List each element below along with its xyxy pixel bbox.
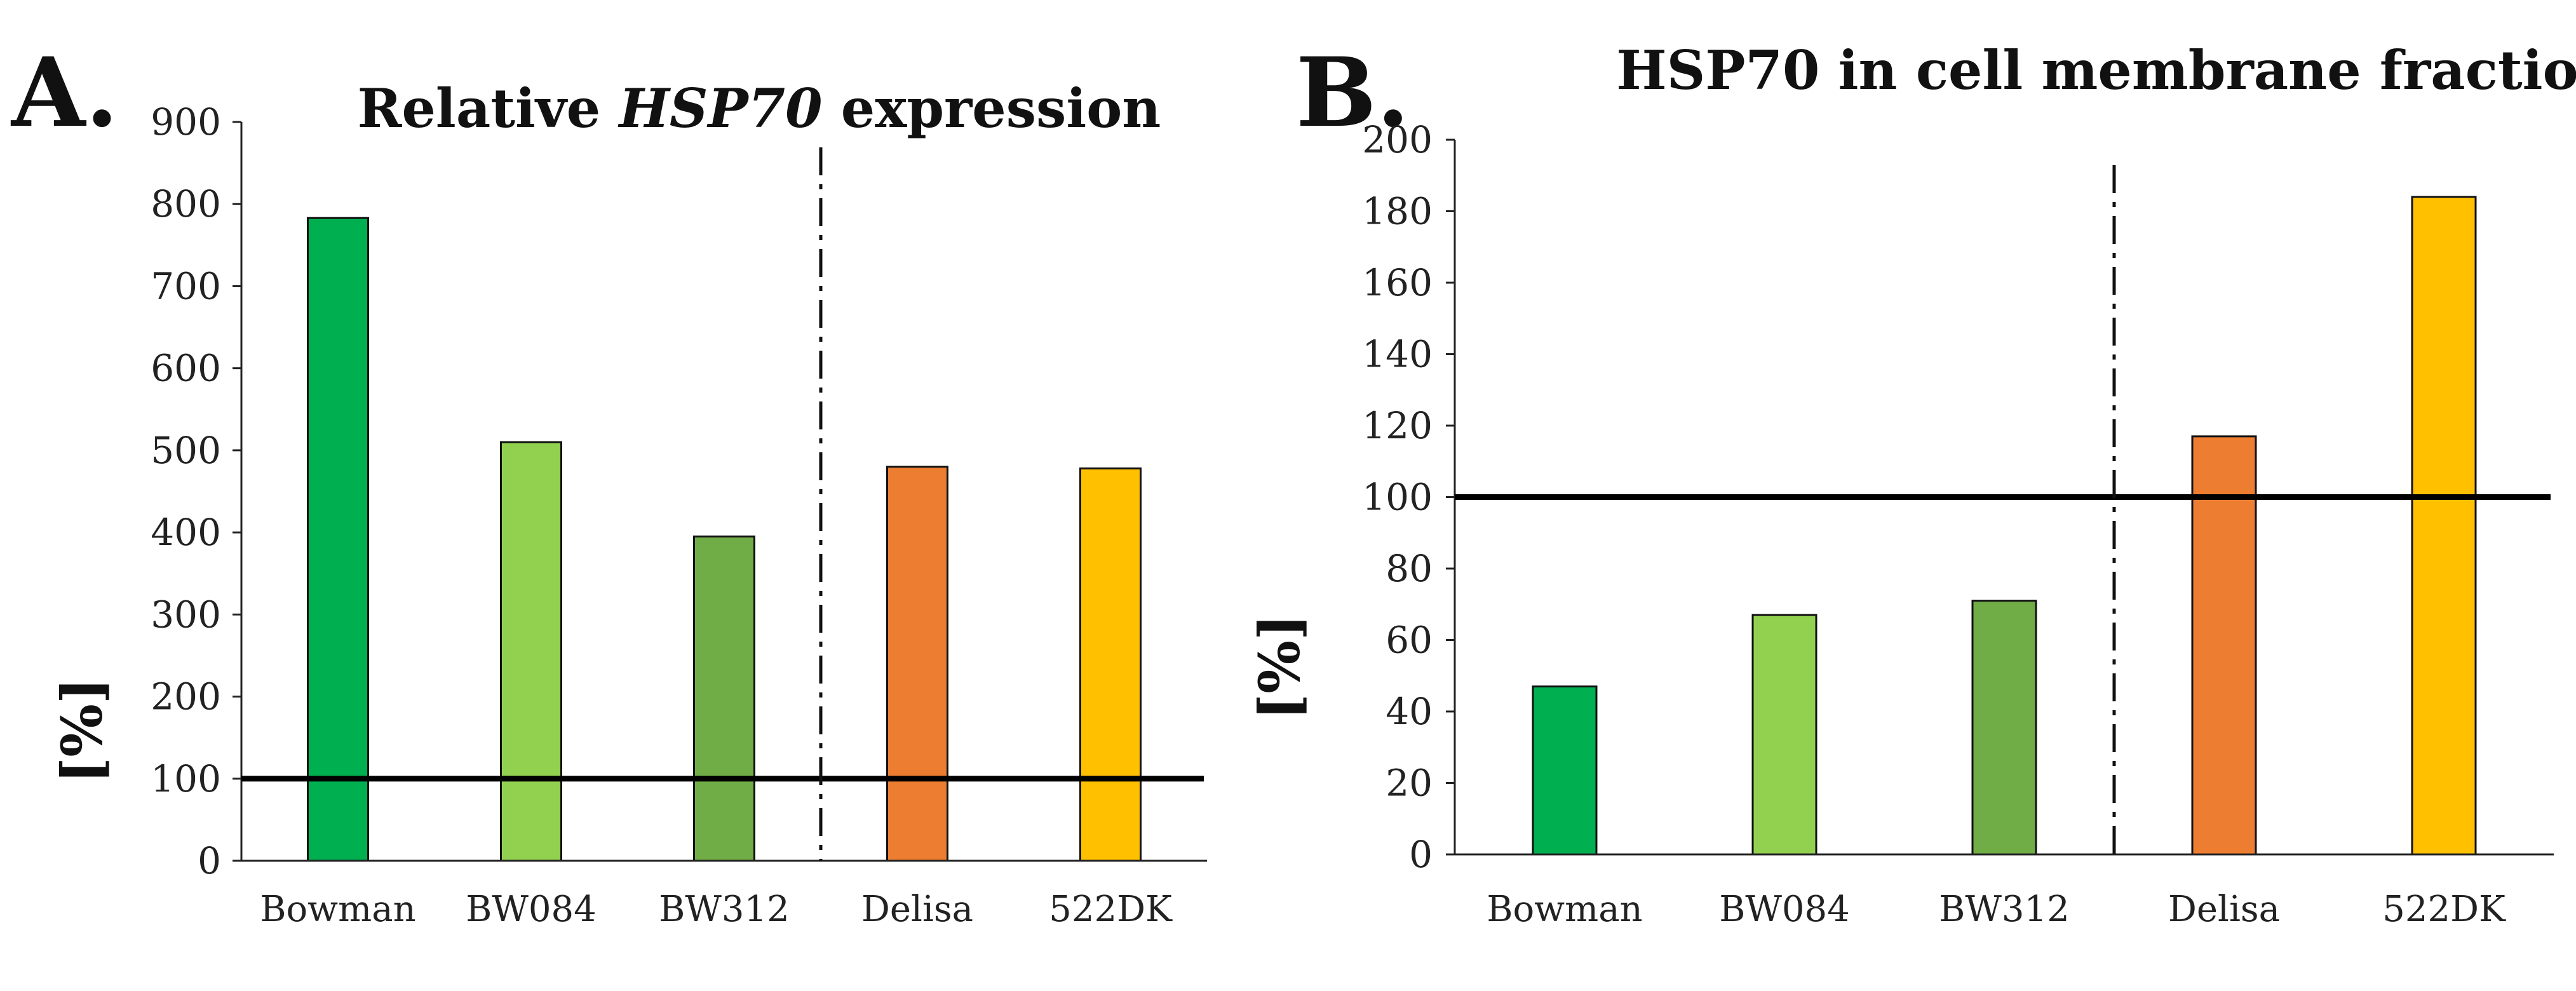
panel-b-category-label: Bowman: [1487, 889, 1642, 930]
panel-a-title: Relative HSP70 expression: [358, 77, 1161, 140]
panel-a-bar-bowman: [307, 217, 369, 862]
panel-a-category-label: 522DK: [1049, 889, 1173, 930]
panel-a: A. Relative HSP70 expression [%] 0 100 200…: [10, 37, 1207, 930]
panel-a-ytick-label: 200: [151, 675, 221, 718]
panel-a-category-label: Bowman: [260, 889, 415, 930]
panel-b-ytick-label: 60: [1386, 619, 1433, 662]
panel-a-ytick-label: 100: [151, 757, 221, 800]
panel-b-ytick-label: 80: [1386, 547, 1433, 590]
panel-b-label: B.: [1296, 37, 1410, 149]
panel-b-title: HSP70 in cell membrane fraction: [1616, 39, 2576, 102]
panel-b-ytick-label: 100: [1362, 476, 1433, 519]
panel-a-title-gene: HSP70: [617, 77, 822, 140]
panel-b-bar-delisa: [2191, 435, 2257, 856]
panel-a-ytick-label: 400: [151, 511, 221, 554]
panel-b-category-label: BW084: [1719, 889, 1850, 930]
panel-a-ytick-label: 0: [198, 839, 221, 882]
panel-a-ytick-label: 300: [151, 593, 221, 636]
panel-a-bar-522dk: [1079, 467, 1142, 862]
panel-a-ylabel: [%]: [49, 678, 115, 784]
panel-b: B. HSP70 in cell membrane fraction [%] 0…: [1246, 37, 2576, 930]
panel-a-title-suffix: expression: [823, 77, 1161, 140]
panel-b-category-label: BW312: [1939, 889, 2070, 930]
panel-a-ytick-label: 900: [151, 100, 221, 144]
panel-b-ytick-label: 120: [1362, 404, 1433, 447]
panel-b-category-label: Delisa: [2168, 889, 2280, 930]
panel-b-ytick-label: 40: [1386, 690, 1433, 733]
panel-b-bar-522dk: [2411, 196, 2477, 856]
panel-a-ytick-label: 700: [151, 264, 221, 307]
panel-b-ytick-label: 200: [1362, 118, 1433, 161]
panel-b-bar-bw312: [1971, 600, 2037, 856]
panel-a-label: A.: [10, 37, 119, 149]
panel-b-plot: 0 20 40 60 80 100 120 140 160 180 200 Bowman BW084 BW…: [1362, 118, 2554, 930]
panel-a-category-label: BW084: [466, 889, 597, 930]
panel-a-ytick-label: 800: [151, 182, 221, 226]
panel-a-plot: 0 100 200 300 400 500 600 700 800 900 Bowman BW084 B…: [151, 100, 1207, 930]
panel-a-category-label: Delisa: [861, 889, 973, 930]
panel-b-ytick-label: 140: [1362, 333, 1433, 376]
panel-a-ytick-label: 600: [151, 347, 221, 390]
panel-a-category-label: BW312: [659, 889, 790, 930]
panel-b-ytick-label: 0: [1409, 833, 1433, 876]
panel-b-title-text: HSP70 in cell membrane fraction: [1616, 39, 2576, 102]
panel-a-ytick-label: 500: [151, 429, 221, 472]
panel-b-ylabel: [%]: [1246, 614, 1312, 720]
panel-a-bar-bw312: [693, 536, 755, 862]
panel-b-ytick-label: 20: [1386, 762, 1433, 805]
panel-a-title-prefix: Relative: [358, 77, 619, 140]
panel-b-bar-bw084: [1751, 614, 1817, 856]
panel-b-bar-bowman: [1532, 685, 1598, 856]
panel-b-ytick-label: 160: [1362, 261, 1433, 304]
panel-a-bar-delisa: [886, 466, 948, 862]
panel-b-ytick-label: 180: [1362, 190, 1433, 233]
panel-a-bar-bw084: [500, 441, 562, 862]
panel-b-category-label: 522DK: [2382, 889, 2506, 930]
